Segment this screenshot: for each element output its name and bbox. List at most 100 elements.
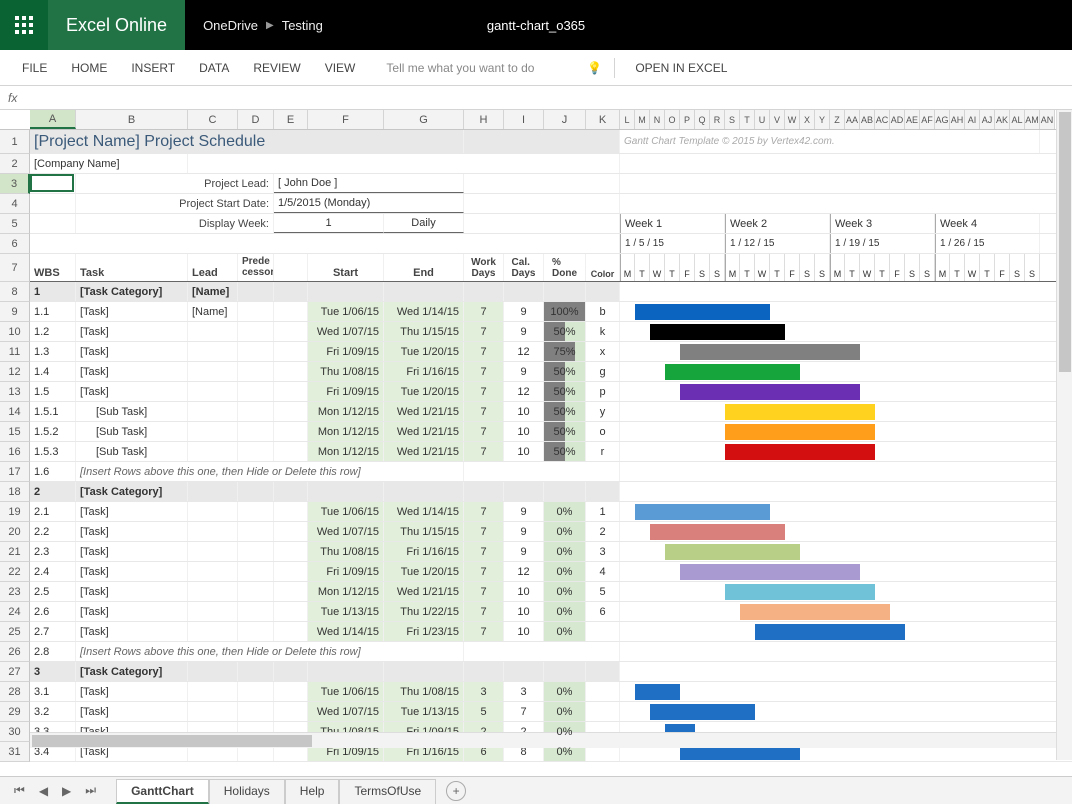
lead-cell[interactable]: [Name] [188, 302, 238, 321]
task-name-cell[interactable]: [Task] [76, 582, 188, 601]
wbs-cell[interactable]: 2.6 [30, 602, 76, 621]
color-cell[interactable]: x [586, 342, 620, 361]
done-cell[interactable] [544, 662, 586, 681]
cal-cell[interactable]: 10 [504, 582, 544, 601]
row-header-24[interactable]: 24 [0, 602, 30, 622]
end-cell[interactable]: Wed 1/14/15 [384, 302, 464, 321]
column-header-Q[interactable]: Q [695, 110, 710, 129]
row-header-6[interactable]: 6 [0, 234, 30, 254]
work-cell[interactable]: 7 [464, 382, 504, 401]
colhead-color[interactable]: Color [586, 254, 620, 281]
week-date-1[interactable]: 1 / 12 / 15 [725, 234, 830, 253]
row-header-15[interactable]: 15 [0, 422, 30, 442]
row-header-26[interactable]: 26 [0, 642, 30, 662]
day-header[interactable]: M [830, 254, 845, 281]
pred-cell[interactable] [238, 442, 274, 461]
pred-cell[interactable] [238, 622, 274, 641]
start-cell[interactable]: Wed 1/07/15 [308, 522, 384, 541]
column-header-X[interactable]: X [800, 110, 815, 129]
start-cell[interactable] [308, 482, 384, 501]
done-cell[interactable]: 100% [544, 302, 586, 321]
horizontal-scrollbar[interactable] [30, 732, 1056, 748]
cal-cell[interactable]: 9 [504, 322, 544, 341]
color-cell[interactable] [586, 662, 620, 681]
formula-bar[interactable]: fx [0, 86, 1072, 110]
row-header-21[interactable]: 21 [0, 542, 30, 562]
row-header-13[interactable]: 13 [0, 382, 30, 402]
colhead-start[interactable]: Start [308, 254, 384, 281]
start-cell[interactable]: Tue 1/13/15 [308, 602, 384, 621]
row-header-28[interactable]: 28 [0, 682, 30, 702]
row-header-10[interactable]: 10 [0, 322, 30, 342]
column-header-F[interactable]: F [308, 110, 384, 129]
work-cell[interactable]: 7 [464, 542, 504, 561]
row-header-17[interactable]: 17 [0, 462, 30, 482]
wbs-cell[interactable]: 1.5.2 [30, 422, 76, 441]
week-label-3[interactable]: Week 4 [935, 214, 1040, 233]
wbs-cell[interactable]: 1.1 [30, 302, 76, 321]
vertical-scrollbar[interactable] [1056, 110, 1072, 760]
color-cell[interactable]: 2 [586, 522, 620, 541]
scrollbar-thumb[interactable] [1059, 112, 1071, 372]
day-header[interactable]: S [1025, 254, 1040, 281]
start-cell[interactable]: Mon 1/12/15 [308, 422, 384, 441]
task-name-cell[interactable]: [Task] [76, 562, 188, 581]
work-cell[interactable]: 7 [464, 622, 504, 641]
task-name-cell[interactable]: [Sub Task] [76, 402, 188, 421]
day-header[interactable]: T [740, 254, 755, 281]
column-header-B[interactable]: B [76, 110, 188, 129]
color-cell[interactable] [586, 282, 620, 301]
day-header[interactable]: T [950, 254, 965, 281]
done-cell[interactable]: 0% [544, 702, 586, 721]
week-label-2[interactable]: Week 3 [830, 214, 935, 233]
work-cell[interactable]: 7 [464, 402, 504, 421]
lead-cell[interactable] [188, 602, 238, 621]
sheet-nav-prev[interactable]: ◀ [33, 782, 54, 800]
start-cell[interactable] [308, 282, 384, 301]
wbs-cell[interactable]: 1.5.3 [30, 442, 76, 461]
column-header-AL[interactable]: AL [1010, 110, 1025, 129]
column-header-M[interactable]: M [635, 110, 650, 129]
column-header-AI[interactable]: AI [965, 110, 980, 129]
breadcrumb-onedrive[interactable]: OneDrive [203, 18, 258, 33]
column-header-I[interactable]: I [504, 110, 544, 129]
row-header-7[interactable]: 7 [0, 254, 30, 282]
end-cell[interactable] [384, 482, 464, 501]
cal-cell[interactable]: 10 [504, 442, 544, 461]
cell-a3[interactable] [30, 174, 76, 193]
row-header-12[interactable]: 12 [0, 362, 30, 382]
color-cell[interactable]: k [586, 322, 620, 341]
done-cell[interactable]: 50% [544, 402, 586, 421]
wbs-cell[interactable]: 3 [30, 662, 76, 681]
wbs-cell[interactable]: 2.4 [30, 562, 76, 581]
end-cell[interactable]: Tue 1/13/15 [384, 702, 464, 721]
column-header-Y[interactable]: Y [815, 110, 830, 129]
wbs-cell[interactable]: 1.5 [30, 382, 76, 401]
day-header[interactable]: S [695, 254, 710, 281]
row-header-16[interactable]: 16 [0, 442, 30, 462]
cal-cell[interactable]: 12 [504, 562, 544, 581]
wbs-cell[interactable]: 2.1 [30, 502, 76, 521]
day-header[interactable]: T [845, 254, 860, 281]
sheet-tab-termsofuse[interactable]: TermsOfUse [339, 779, 436, 804]
work-cell[interactable] [464, 662, 504, 681]
pred-cell[interactable] [238, 562, 274, 581]
pred-cell[interactable] [238, 682, 274, 701]
done-cell[interactable]: 0% [544, 582, 586, 601]
start-cell[interactable]: Mon 1/12/15 [308, 402, 384, 421]
row-header-19[interactable]: 19 [0, 502, 30, 522]
sheet-tab-ganttchart[interactable]: GanttChart [116, 779, 209, 804]
task-name-cell[interactable]: [Task] [76, 622, 188, 641]
sheet-nav-next[interactable]: ▶ [56, 782, 77, 800]
day-header[interactable]: W [860, 254, 875, 281]
column-header-T[interactable]: T [740, 110, 755, 129]
row-header-18[interactable]: 18 [0, 482, 30, 502]
color-cell[interactable]: p [586, 382, 620, 401]
start-cell[interactable]: Tue 1/06/15 [308, 682, 384, 701]
row-header-22[interactable]: 22 [0, 562, 30, 582]
pred-cell[interactable] [238, 522, 274, 541]
lead-cell[interactable] [188, 682, 238, 701]
work-cell[interactable]: 7 [464, 422, 504, 441]
column-header-W[interactable]: W [785, 110, 800, 129]
day-header[interactable]: S [905, 254, 920, 281]
